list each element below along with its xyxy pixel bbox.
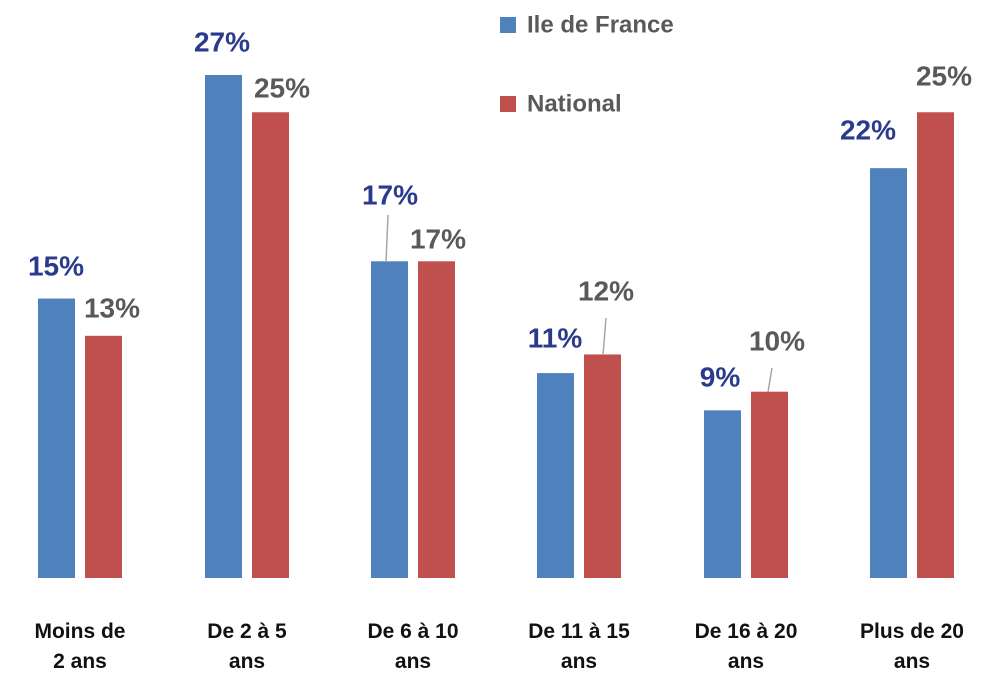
bar [38,298,75,578]
x-tick-label: De 16 à 20 ans [694,620,798,673]
bar [870,168,907,579]
leader-line [602,317,607,356]
value-label: 17% [410,223,466,254]
bar [584,354,621,578]
leader-line [385,214,389,263]
value-label: 25% [254,72,310,103]
bar [371,261,408,578]
value-label: 9% [700,361,741,392]
bar [252,112,289,578]
legend-label: Ile de France [527,11,674,38]
value-label: 13% [84,292,140,323]
value-label: 27% [194,26,250,57]
x-tick-label: De 2 à 5 ans [207,620,287,673]
value-label: 10% [749,325,805,356]
bar [205,75,242,578]
bar [704,410,741,578]
value-label: 25% [916,60,972,91]
bar [85,335,122,578]
x-tick-label: Plus de 20 ans [860,620,964,673]
bar [751,391,788,578]
value-label: 17% [362,179,418,210]
value-label: 15% [28,250,84,281]
bar [418,261,455,578]
legend-swatch [500,17,516,33]
value-label: 12% [578,275,634,306]
leader-line [767,367,773,393]
bar [537,373,574,578]
x-tick-label: Moins de 2 ans [34,620,126,673]
bar [917,112,954,578]
x-tick-label: De 6 à 10 ans [367,620,459,673]
legend-swatch [500,96,516,112]
x-tick-label: De 11 à 15 ans [528,620,630,673]
value-label: 11% [528,322,583,353]
value-label: 22% [840,114,896,145]
legend-label: National [527,90,622,117]
